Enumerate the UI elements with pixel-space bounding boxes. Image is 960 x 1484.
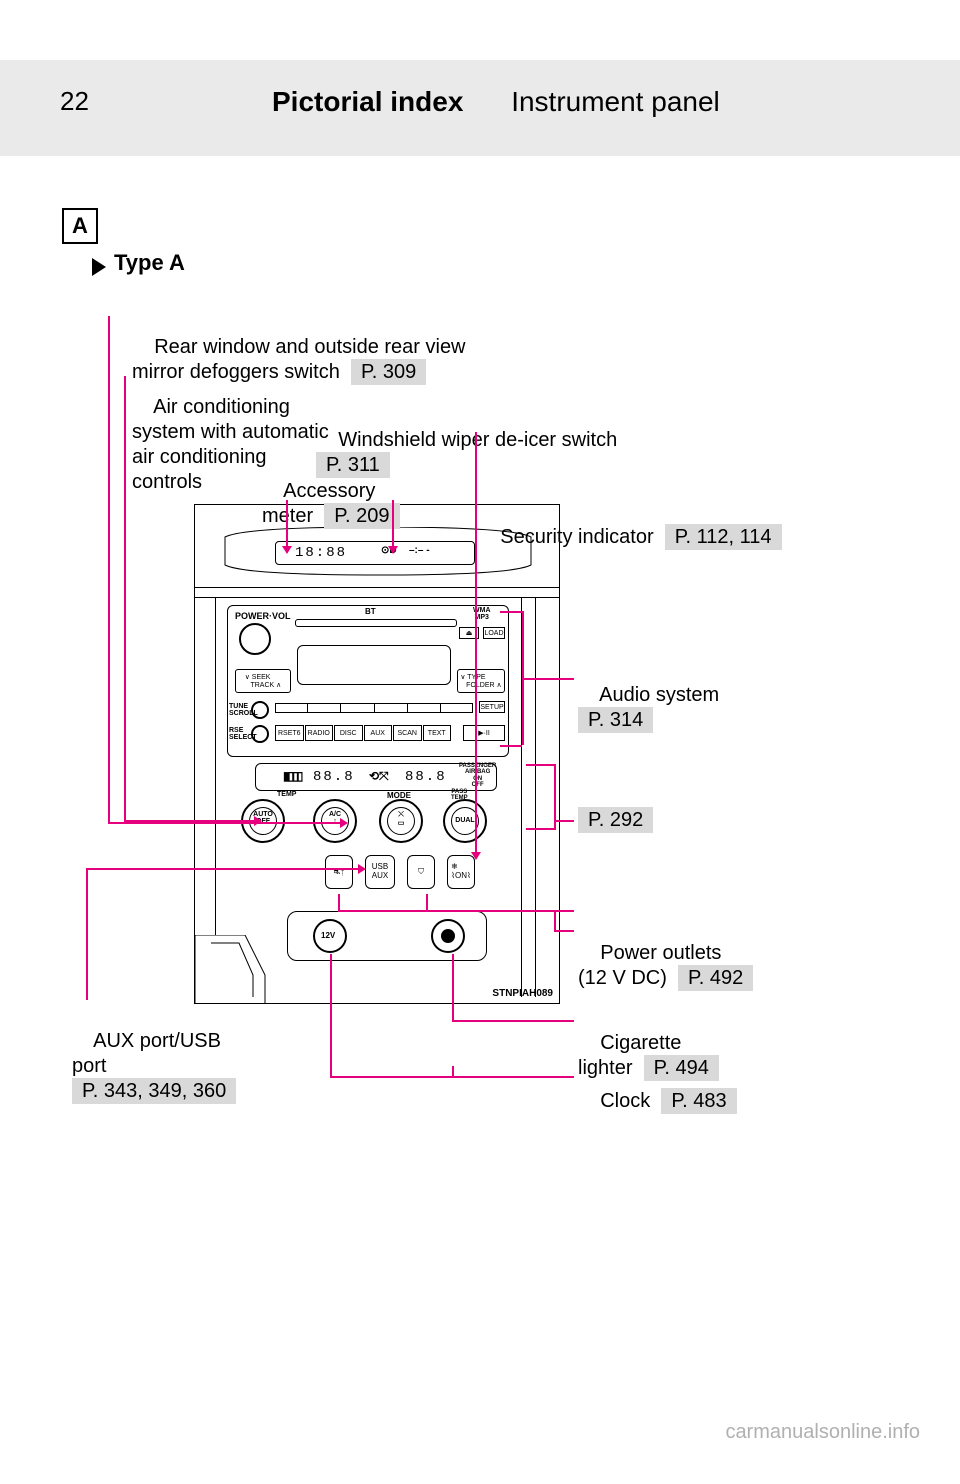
- callout-security-text: Security indicator: [500, 526, 665, 548]
- banner-left: Pictorial index: [272, 86, 463, 117]
- leader-aux-h: [86, 868, 358, 870]
- leader-po-out2: [554, 930, 574, 932]
- section-icon-a: A: [62, 208, 98, 244]
- shifter-svg: [195, 935, 275, 1004]
- leader-ac-v: [124, 376, 126, 822]
- pref-defogger: P. 309: [351, 359, 426, 385]
- mode-btn-1: RSET6: [275, 725, 304, 741]
- rse-knob: [251, 725, 269, 743]
- pref-ac: P. 292: [578, 807, 653, 833]
- load-btn: LOAD: [483, 627, 505, 639]
- dashboard-illustration: 18:88 ⊙D –:– ‑ POWER·VOL BT WMA MP3 ⏏ LO…: [194, 504, 560, 1004]
- pref-power-outlet: P. 492: [678, 965, 753, 991]
- fan-bars: ▮▯▯▯: [283, 769, 301, 783]
- watermark: carmanualsonline.info: [725, 1421, 920, 1444]
- ac-mid: ⟲⤧: [369, 769, 389, 784]
- play-btn: ▶·II: [463, 725, 505, 741]
- pref-accessory: P. 209: [324, 503, 399, 529]
- leader-defog-v: [108, 316, 110, 824]
- preset-strip-cells: [275, 703, 473, 713]
- mid-btn-4: ❄ ⌇ON⌇: [447, 855, 475, 889]
- ac-left: 88.8: [313, 769, 355, 785]
- callout-clock-text: Clock: [600, 1090, 661, 1112]
- leader-po-drop: [554, 910, 556, 930]
- pref-audio: P. 314: [578, 707, 653, 733]
- banner: Pictorial index Instrument panel: [272, 86, 720, 118]
- leader-security: [392, 500, 394, 546]
- leader-cig-h: [452, 1020, 574, 1022]
- mode-btn-2: RADIO: [305, 725, 334, 741]
- radio-lcd: [297, 645, 451, 685]
- leader-audio-t: [500, 611, 522, 613]
- callout-audio-text: Audio system: [599, 684, 719, 706]
- power-outlet-txt: 12V: [321, 931, 335, 940]
- leader-ac-r-t: [526, 764, 554, 766]
- mid-btn-3: ⛉: [407, 855, 435, 889]
- ac-right: 88.8: [405, 769, 447, 785]
- image-caption: STNPIAH089: [492, 988, 553, 999]
- page-number: 22: [60, 86, 89, 117]
- leader-po-out: [554, 910, 574, 912]
- mode-row: RSET6 RADIO DISC AUX SCAN TEXT: [275, 725, 451, 741]
- mode-btn-3: DISC: [334, 725, 363, 741]
- leader-ac-h1: [124, 820, 254, 822]
- subhead-triangle-icon: [92, 258, 106, 276]
- callout-power-outlet: Power outlets (12 V DC) P. 492: [578, 916, 753, 1016]
- leader-accessory: [286, 500, 288, 546]
- leader-po-h: [338, 910, 574, 912]
- leader-audio-b: [500, 745, 522, 747]
- leader-po-v2: [426, 894, 428, 910]
- leader-cig-v: [452, 954, 454, 1020]
- leader-audio-out: [522, 678, 574, 680]
- temp-label-l: TEMP: [277, 791, 296, 798]
- pref-aux: P. 343, 349, 360: [72, 1078, 236, 1104]
- power-vol-label: POWER·VOL: [235, 611, 291, 621]
- leader-ac-r-b: [526, 828, 554, 830]
- bt-icon: BT: [365, 607, 376, 616]
- dash-drawing: 18:88 ⊙D –:– ‑ POWER·VOL BT WMA MP3 ⏏ LO…: [195, 505, 559, 1003]
- type-btn: ∨ TYPE FOLDER ∧: [457, 669, 505, 693]
- leader-wiper: [475, 432, 477, 852]
- mode-btn-4: AUX: [364, 725, 393, 741]
- leader-clock-h: [330, 1076, 574, 1078]
- dial-3-txt: ⤬ ▭: [389, 811, 413, 827]
- callout-security: Security indicator P. 112, 114: [478, 500, 782, 575]
- callout-audio: Audio system P. 314: [578, 658, 719, 758]
- tune-knob: [251, 701, 269, 719]
- mid-btn-2: USB AUX: [365, 855, 395, 889]
- dial-4-txt: DUAL: [453, 817, 477, 824]
- mode-btn-6: TEXT: [423, 725, 452, 741]
- top-ind2: –:– ‑: [409, 545, 430, 556]
- cigarette-dot: [441, 929, 455, 943]
- page: 22 Pictorial index Instrument panel A Ty…: [0, 0, 960, 1484]
- section-letter: A: [72, 213, 88, 239]
- subhead: Type A: [114, 250, 185, 276]
- banner-right: Instrument panel: [511, 86, 720, 117]
- leader-aux-v: [86, 868, 88, 1000]
- leader-clock-v2: [452, 1066, 454, 1076]
- airbag-label: PASSENGER AIR BAG ON OFF: [459, 763, 496, 788]
- callout-accessory: Accessory meter P. 209: [262, 454, 400, 554]
- pref-clock: P. 483: [661, 1088, 736, 1114]
- leader-po-v1: [338, 894, 340, 910]
- callout-clock: Clock P. 483: [578, 1064, 737, 1139]
- leader-defog-h: [108, 822, 340, 824]
- callout-aux: AUX port/USB port P. 343, 349, 360: [72, 1004, 236, 1129]
- pref-ac-pos: P. 292: [578, 808, 653, 833]
- mode-btn-5: SCAN: [393, 725, 422, 741]
- leader-clock-v1: [330, 954, 332, 1076]
- cd-slot: [295, 619, 457, 627]
- pref-security: P. 112, 114: [665, 524, 782, 550]
- seek-btn: ∨ SEEK TRACK ∧: [235, 669, 291, 693]
- volume-knob: [239, 623, 271, 655]
- mid-btn-1: ⛐⇡: [325, 855, 353, 889]
- setup-btn: SETUP: [479, 701, 505, 713]
- leader-ac-to-pref: [554, 820, 574, 822]
- callout-aux-text: AUX port/USB port: [72, 1030, 221, 1077]
- trim-r2: [535, 597, 536, 997]
- callout-wiper-text: Windshield wiper de-icer switch: [338, 429, 623, 451]
